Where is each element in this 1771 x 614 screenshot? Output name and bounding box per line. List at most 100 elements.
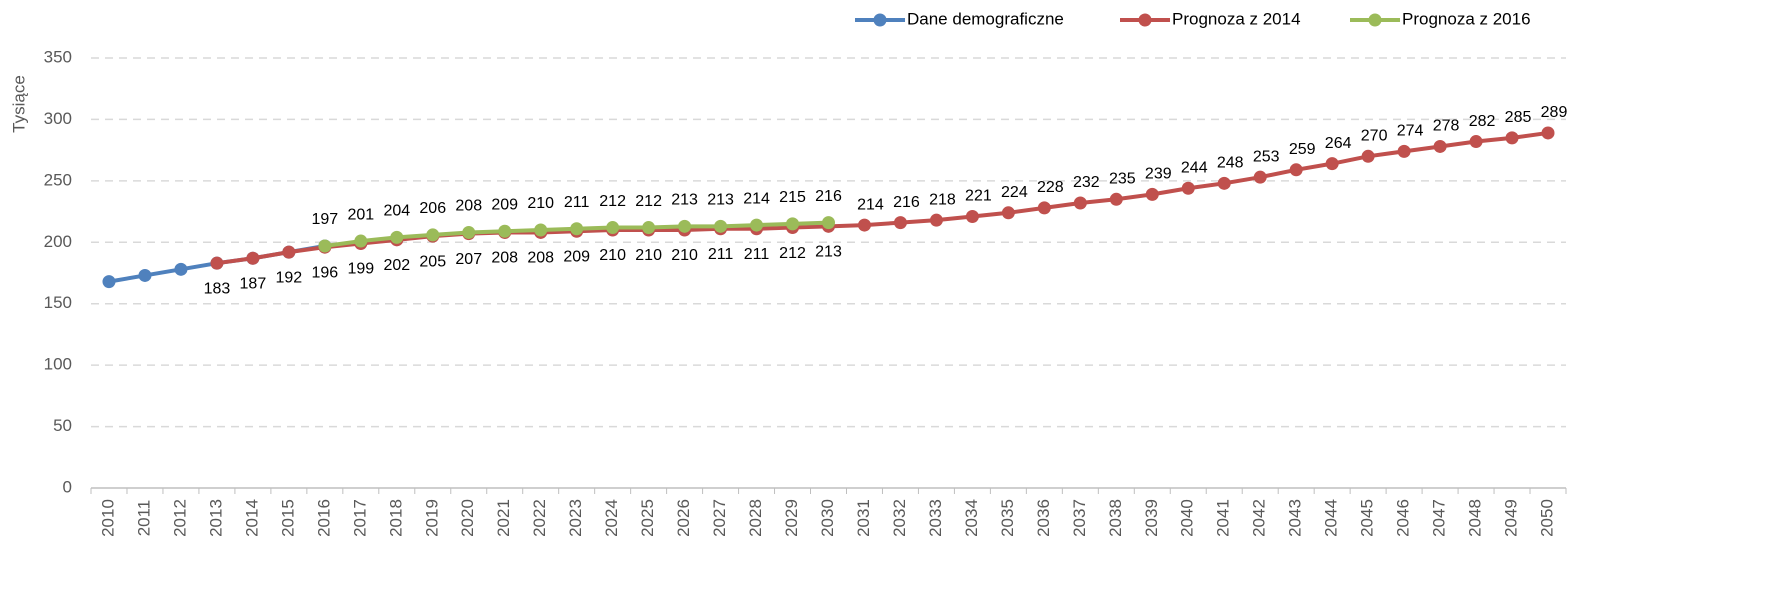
marker	[1073, 196, 1087, 210]
x-tick-label: 2036	[1034, 499, 1053, 537]
data-label: 202	[383, 257, 410, 274]
data-label: 232	[1073, 174, 1100, 191]
x-tick-label: 2022	[530, 499, 549, 537]
data-label: 206	[419, 200, 446, 217]
data-label: 201	[347, 206, 374, 223]
x-tick-label: 2014	[242, 499, 261, 537]
y-tick-label: 150	[44, 293, 72, 312]
data-label: 207	[455, 251, 482, 268]
data-label: 235	[1109, 171, 1136, 188]
x-tick-label: 2023	[566, 499, 585, 537]
marker	[1325, 157, 1339, 171]
y-tick-label: 300	[44, 109, 72, 128]
legend-marker	[1368, 13, 1382, 27]
marker	[426, 228, 440, 242]
x-tick-label: 2026	[674, 499, 693, 537]
x-tick-label: 2019	[422, 499, 441, 537]
legend-label: Prognoza z 2016	[1402, 9, 1531, 28]
data-label: 212	[779, 245, 806, 262]
x-tick-label: 2049	[1502, 499, 1521, 537]
x-tick-label: 2037	[1070, 499, 1089, 537]
data-label: 289	[1541, 104, 1568, 121]
marker	[246, 251, 260, 265]
data-label: 244	[1181, 159, 1208, 176]
data-label: 224	[1001, 184, 1028, 201]
data-label: 209	[563, 248, 590, 265]
data-label: 211	[708, 246, 734, 263]
data-label: 253	[1253, 148, 1280, 165]
marker	[138, 268, 152, 282]
legend-label: Dane demograficzne	[907, 9, 1064, 28]
data-label: 213	[671, 192, 698, 209]
x-tick-label: 2032	[890, 499, 909, 537]
data-label: 214	[743, 190, 770, 207]
marker	[1289, 163, 1303, 177]
marker	[1253, 170, 1267, 184]
x-tick-label: 2029	[782, 499, 801, 537]
data-label: 282	[1469, 113, 1496, 130]
x-tick-label: 2020	[458, 499, 477, 537]
marker	[857, 218, 871, 232]
marker	[282, 245, 296, 259]
marker	[102, 275, 116, 289]
marker	[1217, 176, 1231, 190]
data-label: 270	[1361, 128, 1388, 145]
data-label: 211	[564, 194, 590, 211]
data-label: 274	[1397, 123, 1424, 140]
data-label: 183	[204, 280, 231, 297]
data-label: 209	[491, 196, 518, 213]
marker	[1433, 139, 1447, 153]
x-tick-label: 2012	[170, 499, 189, 537]
marker	[390, 230, 404, 244]
data-label: 197	[311, 211, 338, 228]
data-label: 259	[1289, 141, 1316, 158]
marker	[929, 213, 943, 227]
data-label: 187	[240, 275, 267, 292]
data-label: 264	[1325, 135, 1352, 152]
x-tick-label: 2039	[1142, 499, 1161, 537]
marker	[570, 222, 584, 236]
marker	[1037, 201, 1051, 215]
data-label: 208	[527, 250, 554, 267]
y-axis-label: Tysiące	[9, 75, 28, 133]
x-tick-label: 2010	[98, 499, 117, 537]
marker	[174, 262, 188, 276]
marker	[1469, 135, 1483, 149]
x-tick-label: 2013	[206, 499, 225, 537]
data-label: 211	[744, 246, 770, 263]
x-tick-label: 2045	[1358, 499, 1377, 537]
data-label: 210	[527, 195, 554, 212]
data-label: 221	[965, 188, 992, 205]
y-tick-label: 0	[63, 477, 72, 496]
marker	[1361, 149, 1375, 163]
x-tick-label: 2033	[926, 499, 945, 537]
marker	[1181, 181, 1195, 195]
data-label: 248	[1217, 155, 1244, 172]
x-tick-label: 2017	[350, 499, 369, 537]
data-label: 205	[419, 253, 446, 270]
data-label: 285	[1505, 109, 1532, 126]
y-tick-label: 100	[44, 355, 72, 374]
x-tick-label: 2046	[1394, 499, 1413, 537]
x-tick-label: 2025	[638, 499, 657, 537]
y-tick-label: 50	[53, 416, 72, 435]
marker	[354, 234, 368, 248]
data-label: 199	[347, 261, 374, 278]
data-label: 239	[1145, 166, 1172, 183]
data-label: 210	[599, 247, 626, 264]
x-tick-label: 2042	[1250, 499, 1269, 537]
x-tick-label: 2043	[1286, 499, 1305, 537]
marker	[893, 216, 907, 230]
x-tick-label: 2041	[1214, 499, 1233, 537]
marker	[1145, 187, 1159, 201]
marker	[534, 223, 548, 237]
marker	[822, 216, 835, 230]
x-tick-label: 2044	[1322, 499, 1341, 537]
data-label: 208	[455, 198, 482, 215]
marker	[498, 224, 512, 238]
marker	[1397, 144, 1411, 158]
marker	[318, 239, 332, 253]
legend-label: Prognoza z 2014	[1172, 9, 1301, 28]
x-tick-label: 2016	[314, 499, 333, 537]
marker	[678, 219, 692, 233]
